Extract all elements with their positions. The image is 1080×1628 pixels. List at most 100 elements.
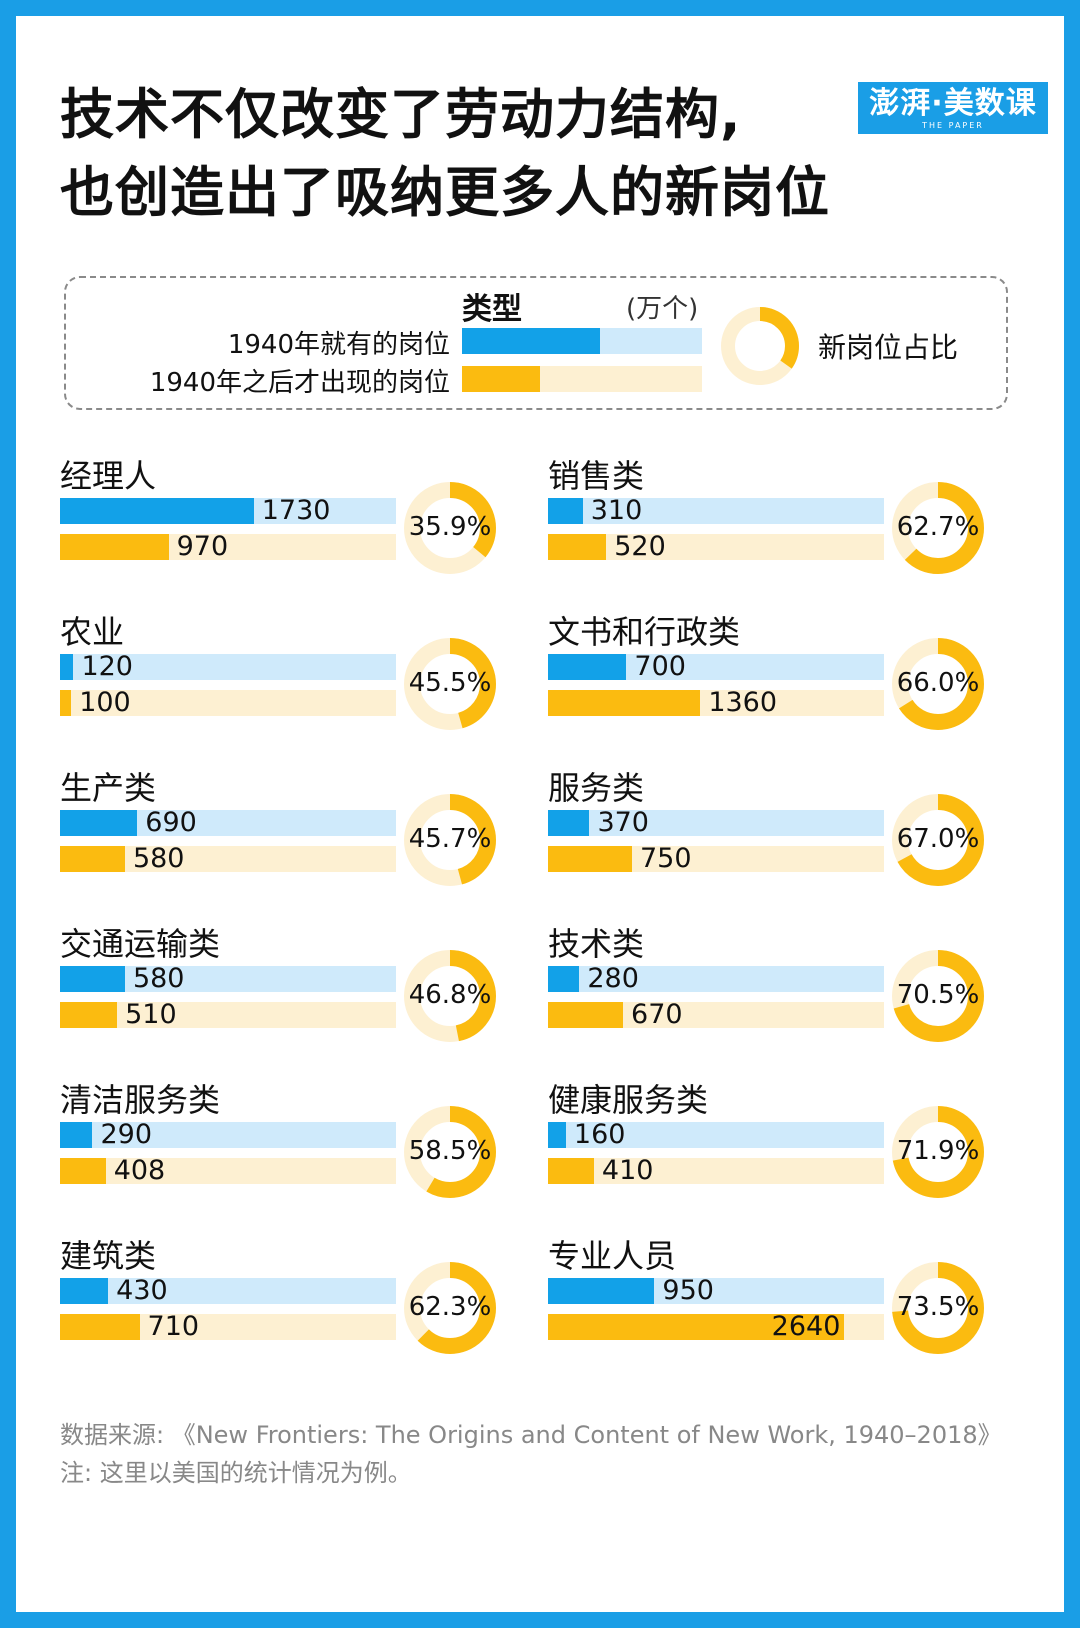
existing-bar-track: 370 [548,807,884,838]
legend-box: 类型 (万个) 1940年就有的岗位 1940年之后才出现的岗位 新岗位占比 [64,276,1008,410]
donut-arc [404,950,496,1042]
footnote: 注: 这里以美国的统计情况为例。 [60,1459,412,1487]
donut-arc [404,638,496,730]
infographic-card: 技术不仅改变了劳动力结构, 也创造出了吸纳更多人的新岗位 澎湃·美数课 THE … [16,16,1064,1612]
new-value-label: 970 [176,531,229,562]
legend-donut [721,307,799,385]
share-donut [404,638,496,730]
category-panel: 技术类 280 670 70.5% [548,924,988,1074]
page-title: 技术不仅改变了劳动力结构, 也创造出了吸纳更多人的新岗位 [60,76,830,232]
existing-bar [548,498,583,524]
donut-arc [892,950,984,1042]
new-bar [60,1158,106,1184]
existing-value-label: 580 [132,963,185,994]
share-donut [404,950,496,1042]
category-label: 生产类 [60,769,157,807]
category-panel: 健康服务类 160 410 71.9% [548,1080,988,1230]
share-percent-label: 71.9% [896,1136,980,1166]
title-line-1: 技术不仅改变了劳动力结构, [60,83,742,146]
existing-bar-track: 690 [60,807,396,838]
existing-bar [60,654,74,680]
new-bar [548,1002,624,1028]
existing-bar [548,1278,655,1304]
new-bar-track: 1360 [548,687,884,718]
category-panel: 建筑类 430 710 62.3% [60,1236,500,1386]
existing-bar [60,810,138,836]
share-percent-label: 58.5% [408,1136,492,1166]
existing-bar-track: 290 [60,1119,396,1150]
category-label: 专业人员 [548,1237,677,1275]
category-panel: 服务类 370 750 67.0% [548,768,988,918]
existing-bar-track: 120 [60,651,396,682]
donut-arc [404,794,496,886]
legend-type-label: 类型 [462,292,522,327]
legend-donut-arc [721,307,799,385]
source-note: 数据来源: 《New Frontiers: The Origins and Co… [60,1416,1020,1492]
category-panel: 专业人员 950 2640 73.5% [548,1236,988,1386]
existing-bar-track: 580 [60,963,396,994]
donut-arc [892,1106,984,1198]
new-bar-track: 670 [548,999,884,1030]
new-value-label: 580 [132,843,185,874]
new-bar-track: 520 [548,531,884,562]
existing-value-label: 290 [100,1119,153,1150]
share-donut [892,482,984,574]
donut-arc [892,1262,984,1354]
new-bar [548,1158,594,1184]
share-percent-label: 62.7% [896,512,980,542]
share-donut [404,1106,496,1198]
new-bar-track: 100 [60,687,396,718]
existing-bar-track: 430 [60,1275,396,1306]
new-value-label: 2640 [771,1311,841,1342]
category-panel: 交通运输类 580 510 46.8% [60,924,500,1074]
brand-logo: 澎湃·美数课 THE PAPER [858,82,1048,134]
category-label: 技术类 [548,925,645,963]
new-value-label: 710 [147,1311,200,1342]
legend-unit: (万个) [626,294,699,324]
category-panel: 生产类 690 580 45.7% [60,768,500,918]
source-line: 数据来源: 《New Frontiers: The Origins and Co… [60,1421,1002,1449]
existing-bar [548,810,590,836]
share-percent-label: 67.0% [896,824,980,854]
category-label: 农业 [60,613,125,651]
category-label: 经理人 [60,457,157,495]
existing-bar [548,1122,566,1148]
share-donut [892,1106,984,1198]
legend-new-bar [462,366,702,392]
share-percent-label: 73.5% [896,1292,980,1322]
category-label: 文书和行政类 [548,613,741,651]
new-bar [60,1002,118,1028]
new-bar-track: 510 [60,999,396,1030]
new-value-label: 510 [125,999,177,1030]
existing-bar [548,654,627,680]
new-bar [60,690,72,716]
legend-existing-bar [462,328,702,354]
category-panel: 农业 120 100 45.5% [60,612,500,762]
category-panel: 销售类 310 520 62.7% [548,456,988,606]
new-bar [60,846,125,872]
new-bar-track: 2640 [548,1311,884,1342]
new-bar-track: 750 [548,843,884,874]
share-percent-label: 62.3% [408,1292,492,1322]
share-percent-label: 35.9% [408,512,492,542]
new-bar-track: 410 [548,1155,884,1186]
donut-arc [892,638,984,730]
donut-arc [892,794,984,886]
existing-value-label: 280 [587,963,639,994]
existing-value-label: 700 [634,651,686,682]
new-value-label: 670 [631,999,683,1030]
legend-new-fill [462,366,540,392]
existing-bar-track: 950 [548,1275,884,1306]
donut-arc [404,1262,496,1354]
existing-bar-track: 280 [548,963,884,994]
new-bar [548,846,632,872]
existing-bar [60,966,125,992]
legend-new-label: 1940年之后才出现的岗位 [149,368,450,398]
share-donut [892,794,984,886]
existing-bar-track: 700 [548,651,884,682]
share-donut [404,482,496,574]
new-value-label: 1360 [708,687,778,718]
category-label: 交通运输类 [60,925,221,963]
share-donut [892,1262,984,1354]
new-bar [548,690,701,716]
